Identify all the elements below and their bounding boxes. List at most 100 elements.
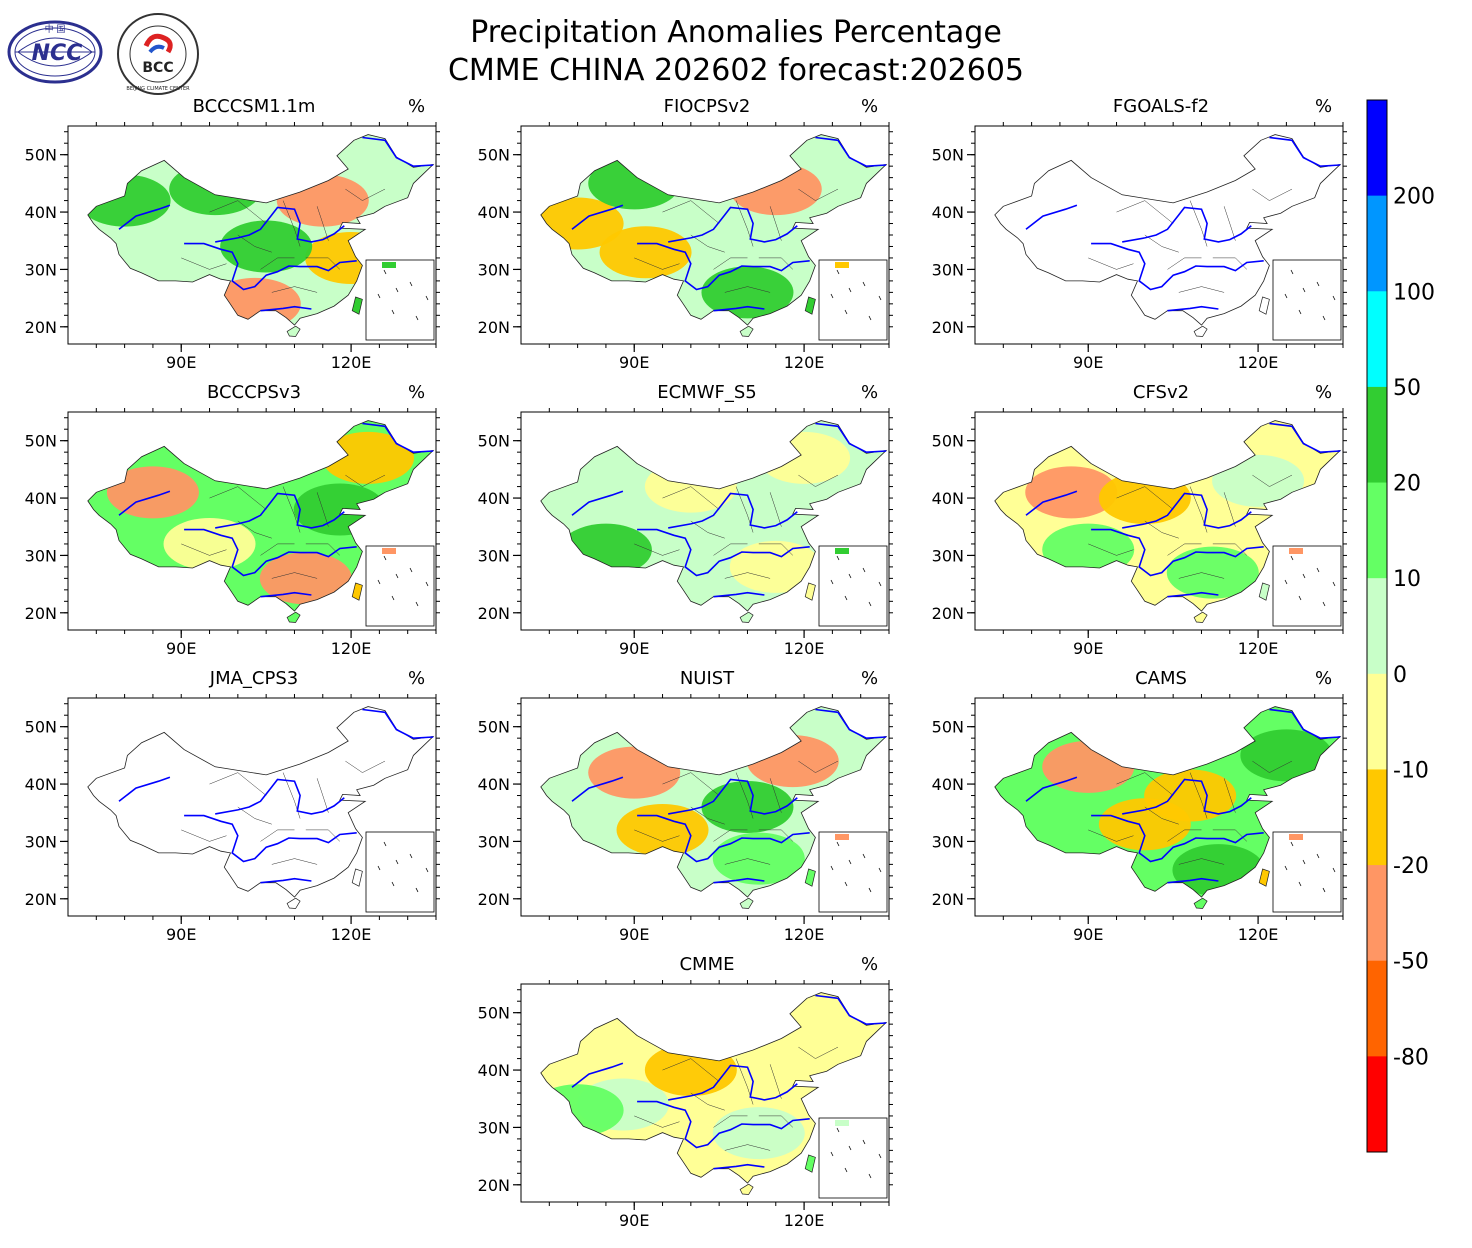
river-line — [215, 492, 345, 529]
river-line — [118, 776, 171, 802]
anomaly-region — [1212, 454, 1305, 507]
island-mark — [1302, 859, 1306, 865]
province-border — [634, 543, 680, 556]
island-mark — [395, 573, 399, 579]
island-mark — [836, 555, 840, 561]
river-line — [215, 206, 345, 243]
x-tick-label: 90E — [1073, 639, 1103, 658]
island-mark — [377, 865, 381, 871]
island-mark — [868, 601, 872, 607]
y-tick-label: 30N — [932, 260, 964, 279]
colorbar-label: 10 — [1393, 567, 1421, 592]
island-mark — [1298, 595, 1302, 601]
y-tick-label: 40N — [478, 775, 510, 794]
colorbar-segment — [1367, 960, 1387, 1057]
island-mark — [1284, 579, 1288, 585]
island-mark — [848, 1145, 852, 1151]
province-border — [282, 200, 301, 247]
island-mark — [836, 841, 840, 847]
island-mark — [409, 567, 413, 573]
province-border — [271, 572, 318, 579]
taiwan-border — [351, 296, 363, 315]
anomaly-region — [599, 226, 692, 279]
inset-fill — [835, 834, 849, 840]
inset-fill — [835, 1120, 849, 1126]
anomaly-region — [616, 803, 709, 856]
colorbar-label: 0 — [1393, 663, 1407, 688]
river-line — [637, 1100, 810, 1149]
svg-text:BCC: BCC — [142, 60, 173, 76]
island-mark — [377, 293, 381, 299]
river-line — [668, 492, 798, 529]
map-panel-fgoals-f2: 90E 120E 50N 40N 30N 20N — [932, 122, 1347, 372]
island-mark — [836, 269, 840, 275]
y-tick-label: 20N — [932, 604, 964, 623]
island-mark — [868, 887, 872, 893]
river-line — [668, 778, 798, 815]
island-mark — [391, 309, 395, 315]
river-line — [184, 814, 357, 863]
province-border — [305, 829, 340, 842]
south-china-sea-inset — [1272, 831, 1342, 913]
island-mark — [862, 281, 866, 287]
taiwan-border — [1258, 296, 1270, 315]
colorbar-label: -80 — [1393, 1045, 1429, 1070]
y-tick-label: 40N — [478, 203, 510, 222]
y-tick-label: 30N — [25, 546, 57, 565]
south-china-sea-inset — [365, 259, 435, 341]
taiwan-border — [804, 296, 816, 315]
island-mark — [425, 581, 429, 587]
y-tick-label: 30N — [25, 260, 57, 279]
island-mark — [409, 281, 413, 287]
province-border — [724, 858, 771, 865]
x-tick-label: 120E — [331, 925, 372, 944]
province-border — [282, 486, 301, 533]
y-tick-label: 30N — [25, 832, 57, 851]
river-line — [815, 136, 887, 168]
colorbar-segment — [1367, 100, 1387, 197]
colorbar-segment — [1367, 291, 1387, 388]
hainan-border — [1193, 611, 1208, 623]
island-mark — [425, 867, 429, 873]
river-line — [815, 422, 887, 454]
island-mark — [415, 315, 419, 321]
y-tick-label: 40N — [478, 1061, 510, 1080]
river-line — [1269, 708, 1341, 740]
colorbar-label: -50 — [1393, 950, 1429, 975]
y-tick-label: 40N — [25, 203, 57, 222]
south-china-sea-inset — [365, 545, 435, 627]
river-line — [815, 708, 887, 740]
hainan-border — [1193, 897, 1208, 909]
province-border — [735, 200, 754, 247]
island-mark — [1322, 315, 1326, 321]
province-border — [798, 188, 839, 201]
island-mark — [383, 269, 387, 275]
map-panel-bcccsm1-1m: 90E 120E 50N 40N 30N 20N — [25, 122, 440, 372]
river-line — [637, 814, 810, 863]
island-mark — [878, 867, 882, 873]
province-border — [662, 772, 720, 796]
province-border — [724, 1144, 771, 1151]
river-line — [1122, 778, 1252, 815]
island-mark — [383, 555, 387, 561]
island-mark — [830, 293, 834, 299]
province-border — [316, 778, 329, 813]
island-mark — [862, 1139, 866, 1145]
x-tick-label: 120E — [784, 639, 825, 658]
colorbar-segment — [1367, 386, 1387, 484]
colorbar-label: -20 — [1393, 854, 1429, 879]
colorbar-segment — [1367, 578, 1387, 675]
y-tick-label: 30N — [478, 260, 510, 279]
country-border — [994, 420, 1342, 612]
island-mark — [377, 579, 381, 585]
panel-unit-label: % — [408, 96, 426, 117]
island-mark — [1290, 555, 1294, 561]
island-mark — [383, 841, 387, 847]
hainan-border — [739, 611, 754, 623]
y-tick-label: 30N — [932, 832, 964, 851]
inset-fill — [1289, 834, 1303, 840]
province-border — [1223, 778, 1236, 813]
map-panel-ecmwf-s5: 90E 120E 50N 40N 30N 20N — [478, 408, 893, 658]
island-mark — [1284, 865, 1288, 871]
hainan-border — [286, 611, 301, 623]
